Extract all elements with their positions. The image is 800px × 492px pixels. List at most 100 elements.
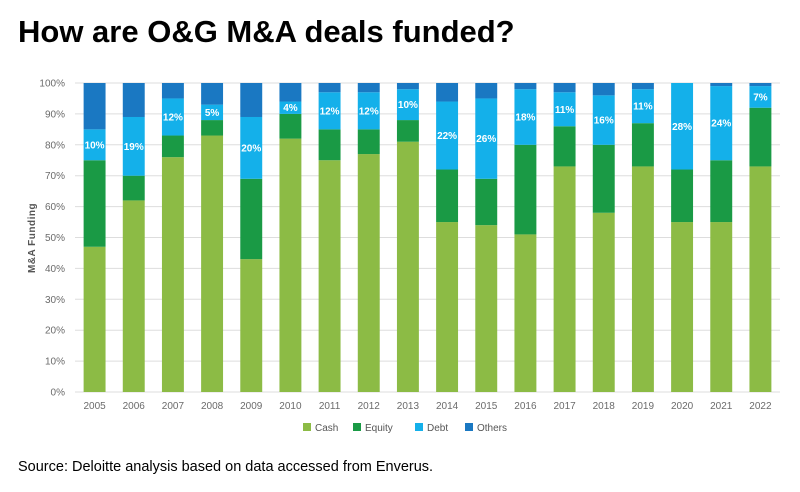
- y-tick-label: 10%: [45, 357, 65, 368]
- data-label-debt: 26%: [476, 134, 496, 145]
- bar-others-2011: [318, 83, 341, 93]
- bar-debt-2009: [240, 116, 263, 179]
- data-label-debt: 7%: [753, 92, 768, 103]
- data-label-debt: 28%: [672, 122, 692, 133]
- x-tick-label: 2019: [632, 401, 655, 412]
- bar-debt-2014: [436, 101, 459, 170]
- bar-others-2017: [553, 83, 576, 93]
- bar-cash-2005: [83, 246, 106, 392]
- data-label-debt: 18%: [515, 112, 535, 123]
- bar-equity-2015: [475, 178, 498, 226]
- bar-debt-2017: [553, 92, 576, 127]
- x-tick-label: 2014: [436, 401, 459, 412]
- source-note: Source: Deloitte analysis based on data …: [18, 459, 434, 475]
- x-axis-ticks: 2005 2006 2007 2008 2009 2010 2011 2012 2013 2014…: [83, 401, 772, 412]
- bar-debt-2011: [318, 92, 341, 130]
- x-tick-label: 2017: [553, 401, 576, 412]
- bar-others-2021: [710, 83, 733, 87]
- bar-equity-2016: [514, 144, 537, 235]
- x-tick-label: 2006: [123, 401, 146, 412]
- bar-others-2015: [475, 83, 498, 99]
- bar-debt-2005: [83, 129, 106, 161]
- gridlines: [75, 82, 780, 393]
- x-tick-label: 2018: [593, 401, 616, 412]
- y-tick-label: 90%: [45, 109, 65, 120]
- x-tick-label: 2021: [710, 401, 733, 412]
- x-tick-label: 2022: [749, 401, 772, 412]
- bar-equity-2007: [161, 135, 184, 158]
- data-label-debt: 12%: [359, 106, 379, 117]
- bar-cash-2013: [396, 141, 419, 392]
- legend-swatch-equity: [353, 423, 361, 431]
- legend: Cash Equity Debt Others: [303, 423, 507, 434]
- data-label-debt: 11%: [555, 105, 575, 116]
- bar-others-2012: [357, 83, 380, 93]
- bar-cash-2021: [710, 222, 733, 392]
- x-tick-label: 2009: [240, 401, 263, 412]
- y-tick-label: 40%: [45, 264, 65, 275]
- bar-cash-2012: [357, 154, 380, 392]
- y-tick-label: 80%: [45, 140, 65, 151]
- bar-others-2009: [240, 83, 263, 117]
- bars: [83, 83, 772, 392]
- legend-swatch-others: [465, 423, 473, 431]
- data-label-debt: 12%: [320, 106, 340, 117]
- bar-debt-2016: [514, 89, 537, 145]
- bar-cash-2010: [279, 138, 302, 392]
- bar-debt-2020: [671, 83, 694, 170]
- bar-debt-2015: [475, 98, 498, 179]
- bar-equity-2006: [122, 175, 145, 201]
- data-label-debt: 10%: [85, 140, 105, 151]
- bar-others-2022: [749, 83, 772, 87]
- x-tick-label: 2020: [671, 401, 694, 412]
- bar-others-2014: [436, 83, 459, 102]
- bar-others-2018: [592, 83, 615, 96]
- legend-label-debt: Debt: [427, 423, 448, 434]
- x-tick-label: 2015: [475, 401, 498, 412]
- bar-equity-2005: [83, 160, 106, 247]
- bar-equity-2020: [671, 169, 694, 223]
- page-title: How are O&G M&A deals funded?: [18, 14, 515, 49]
- y-tick-label: 20%: [45, 326, 65, 337]
- x-tick-label: 2013: [397, 401, 420, 412]
- bar-cash-2017: [553, 166, 576, 392]
- x-tick-label: 2012: [358, 401, 381, 412]
- bar-debt-2008: [201, 104, 224, 121]
- y-tick-label: 0%: [51, 388, 66, 399]
- bar-cash-2018: [592, 212, 615, 392]
- data-labels: 10% 19% 12% 5% 20% 4% 12% 12% 10% 22% 26% 18% 11% 16%…: [85, 92, 768, 154]
- bar-equity-2009: [240, 178, 263, 260]
- x-tick-label: 2016: [514, 401, 537, 412]
- bar-debt-2022: [749, 86, 772, 108]
- legend-label-equity: Equity: [365, 423, 393, 434]
- bar-cash-2022: [749, 166, 772, 392]
- y-axis-ticks: 0% 10% 20% 30% 40% 50% 60% 70% 80% 90% 100%: [39, 79, 65, 399]
- legend-swatch-cash: [303, 423, 311, 431]
- bar-cash-2020: [671, 222, 694, 392]
- y-axis-label: M&A Funding: [27, 203, 38, 273]
- data-label-debt: 16%: [594, 116, 614, 127]
- data-label-debt: 22%: [437, 131, 457, 142]
- bar-cash-2015: [475, 225, 498, 392]
- bar-others-2006: [122, 83, 145, 117]
- bar-equity-2019: [631, 123, 654, 167]
- bar-equity-2012: [357, 129, 380, 155]
- bar-others-2007: [161, 83, 184, 99]
- bar-others-2019: [631, 83, 654, 90]
- data-label-debt: 5%: [205, 108, 220, 119]
- bar-others-2016: [514, 83, 537, 90]
- x-tick-label: 2010: [279, 401, 302, 412]
- bar-cash-2006: [122, 200, 145, 392]
- y-tick-label: 60%: [45, 202, 65, 213]
- data-label-debt: 24%: [711, 119, 731, 130]
- bar-others-2008: [201, 83, 224, 105]
- bar-cash-2014: [436, 222, 459, 392]
- bar-cash-2008: [201, 135, 224, 392]
- data-label-debt: 20%: [241, 143, 261, 154]
- y-tick-label: 70%: [45, 171, 65, 182]
- bar-debt-2021: [710, 86, 733, 161]
- bar-cash-2007: [161, 157, 184, 392]
- bar-equity-2011: [318, 129, 341, 161]
- bar-cash-2011: [318, 160, 341, 392]
- y-tick-label: 100%: [39, 79, 65, 90]
